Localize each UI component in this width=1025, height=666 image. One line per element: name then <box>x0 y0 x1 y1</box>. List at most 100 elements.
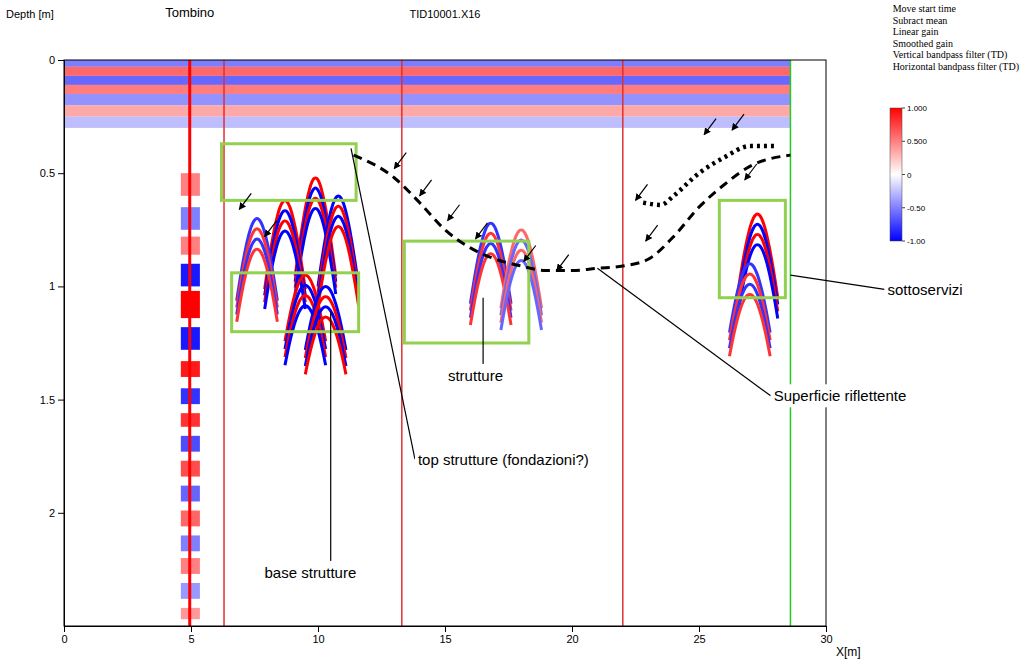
colorbar-tick-label: -1.00 <box>907 237 926 246</box>
annotation-background <box>262 561 360 584</box>
hyperbola <box>729 294 770 356</box>
pointer-arrow <box>745 164 757 180</box>
x-tick-mark <box>318 626 319 632</box>
processing-step: Subract mean <box>893 15 948 26</box>
reflector-dashed <box>354 155 791 270</box>
pointer-arrow <box>448 205 460 221</box>
pointer-arrow <box>636 184 648 200</box>
x-tick-label: 20 <box>566 633 578 645</box>
annotations: sottoservizi Superficie riflettente strutt… <box>262 148 966 584</box>
x-axis: 051015202530 <box>61 626 832 645</box>
annotation-leader <box>330 311 331 561</box>
pointer-arrow <box>239 193 251 209</box>
hyperbola <box>501 260 542 330</box>
pointer-arrow <box>646 225 658 241</box>
x-tick: 30 <box>820 626 832 645</box>
highlight-box <box>232 273 359 332</box>
colorbar-tick-label: -0.50 <box>907 204 926 213</box>
reflector-dotted <box>643 146 775 205</box>
x-tick: 20 <box>566 626 578 645</box>
hyperbola <box>237 229 278 308</box>
plot-frame <box>64 60 826 626</box>
colorbar-tick <box>902 174 905 175</box>
annotation-background <box>771 384 910 407</box>
x-tick: 0 <box>61 626 67 645</box>
y-tick-label: 1 <box>49 280 55 292</box>
y-tick-mark <box>58 513 64 514</box>
x-tick-mark <box>445 626 446 632</box>
annotation-label: top strutture (fondazioni?) <box>418 451 589 468</box>
x-axis-title: X[m] <box>836 645 861 659</box>
pointer-arrow <box>420 180 432 196</box>
processing-step: Move start time <box>893 3 957 14</box>
processing-step: Vertical bandpass filter (TD) <box>893 49 1008 61</box>
y-axis: 0 0.5 1 1.5 2 <box>40 54 65 626</box>
surface-band <box>64 76 790 85</box>
x-tick: 5 <box>188 626 194 645</box>
annotation-leader <box>790 275 884 289</box>
y-tick-label: 1.5 <box>40 394 55 406</box>
y-axis-line <box>64 61 65 627</box>
colorbar-tick <box>902 141 905 142</box>
annotation-label: strutture <box>448 367 503 384</box>
colorbar-tick-label: 0 <box>907 171 912 180</box>
annotation-background <box>415 448 592 471</box>
y-tick: 0.5 <box>40 167 64 179</box>
chart-title: TID10001.X16 <box>410 8 481 20</box>
x-tick-label: 30 <box>820 633 832 645</box>
highlight-box <box>404 241 528 343</box>
y-tick: 1 <box>49 280 64 292</box>
hyperbola <box>318 227 359 306</box>
y-tick-mark <box>58 286 64 287</box>
plot-area <box>64 60 826 626</box>
x-tick-label: 25 <box>693 633 705 645</box>
y-tick-mark <box>58 400 64 401</box>
y-tick: 2 <box>49 507 64 519</box>
colorbar-tick <box>902 241 905 242</box>
highlight-box <box>221 144 356 201</box>
annotation-label: sottoservizi <box>888 281 963 298</box>
y-tick: 0 <box>49 54 64 66</box>
surface-band <box>64 60 790 67</box>
y-tick-label: 0 <box>49 54 55 66</box>
surface-band <box>64 67 790 76</box>
pointer-arrow <box>732 114 744 130</box>
colorbar-tick-label: 0.500 <box>907 137 928 146</box>
x-tick-label: 0 <box>61 633 67 645</box>
section-end <box>790 60 792 626</box>
colorbar-tick-label: 1.000 <box>907 104 928 113</box>
x-tick-label: 10 <box>312 633 324 645</box>
x-tick-mark <box>191 626 192 632</box>
pointer-arrow <box>475 223 487 239</box>
x-tick-mark <box>64 626 65 632</box>
hyperbola <box>305 317 346 374</box>
y-tick-label: 0.5 <box>40 167 55 179</box>
y-tick-label: 2 <box>49 507 55 519</box>
tombino-label: Tombino <box>165 5 214 20</box>
y-tick-mark <box>58 60 64 61</box>
colorbar-tick <box>902 108 905 109</box>
marker-line <box>622 60 624 626</box>
annotation-leader <box>351 148 415 459</box>
pointer-arrow <box>394 153 406 169</box>
marker-line <box>401 60 403 626</box>
x-tick-label: 5 <box>188 633 194 645</box>
y-tick: 1.5 <box>40 394 64 406</box>
x-tick: 10 <box>312 626 324 645</box>
annotation-label: base strutture <box>265 564 357 581</box>
annotation-background <box>885 278 966 301</box>
annotation-label: Superficie riflettente <box>774 387 907 404</box>
surface-band <box>64 85 790 94</box>
y-tick-mark <box>58 173 64 174</box>
processing-step: Linear gain <box>893 26 939 37</box>
pointer-arrow <box>524 245 536 261</box>
x-tick-mark <box>572 626 573 632</box>
radargram-figure: 05101520253000.511.52Depth [m]X[m]TID100… <box>0 0 1025 666</box>
surface-band <box>64 94 790 105</box>
surface-band <box>64 105 790 116</box>
colorbar <box>890 108 902 241</box>
x-tick-mark <box>699 626 700 632</box>
colorbar-tick <box>902 207 905 208</box>
tombino-center <box>188 60 191 626</box>
pointer-arrow <box>265 221 277 237</box>
